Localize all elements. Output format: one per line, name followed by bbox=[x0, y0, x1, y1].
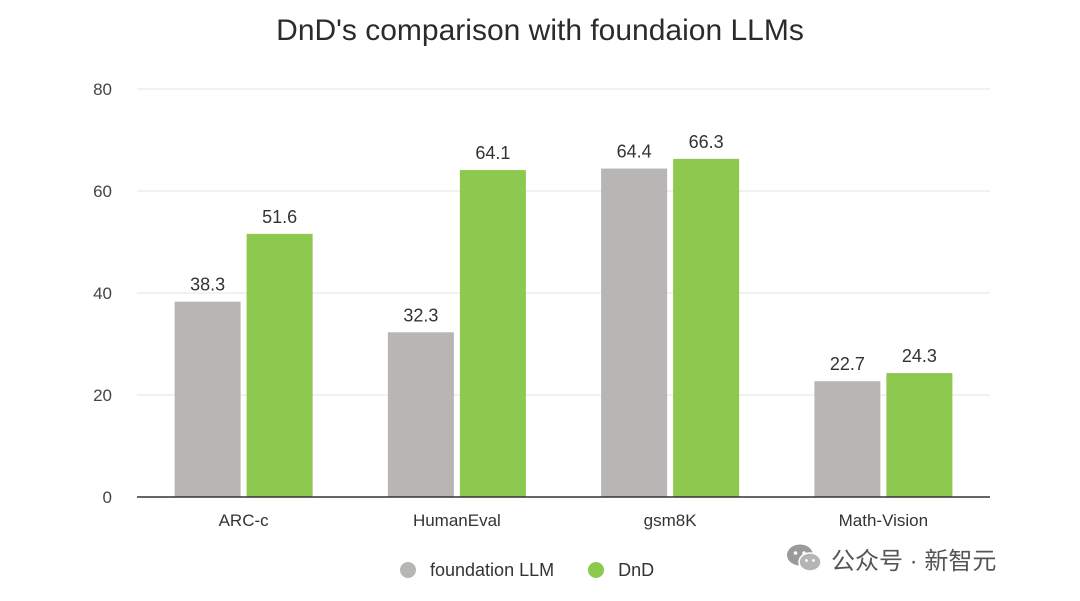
y-tick-label: 0 bbox=[103, 488, 112, 507]
bar bbox=[886, 373, 953, 497]
data-label: 64.4 bbox=[617, 142, 652, 162]
legend-swatch-dnd bbox=[588, 562, 605, 578]
bar bbox=[673, 158, 740, 497]
legend-item-dnd: DnD bbox=[588, 560, 654, 581]
bar bbox=[459, 170, 526, 497]
x-tick-label: gsm8K bbox=[644, 511, 698, 530]
data-label: 38.3 bbox=[190, 275, 225, 295]
legend-swatch-foundation bbox=[400, 562, 416, 578]
chart-title: DnD's comparison with foundaion LLMs bbox=[276, 14, 804, 47]
bar bbox=[814, 381, 881, 497]
legend-label-foundation: foundation LLM bbox=[430, 559, 555, 580]
data-label: 24.3 bbox=[902, 346, 937, 366]
bar bbox=[246, 233, 313, 497]
legend-item-foundation: foundation LLM bbox=[400, 560, 554, 581]
x-tick-label: ARC-c bbox=[219, 511, 270, 530]
data-label: 51.6 bbox=[262, 207, 297, 227]
x-tick-label: HumanEval bbox=[413, 511, 501, 530]
bar bbox=[601, 168, 668, 497]
y-tick-label: 80 bbox=[93, 80, 112, 99]
bar bbox=[174, 301, 241, 497]
legend-label-dnd: DnD bbox=[618, 559, 655, 580]
watermark-text: 公众号 · 新智元 bbox=[831, 547, 997, 575]
data-label: 32.3 bbox=[403, 305, 438, 325]
y-tick-label: 60 bbox=[93, 182, 112, 201]
x-tick-label: Math-Vision bbox=[839, 511, 928, 530]
data-label: 22.7 bbox=[830, 354, 865, 374]
data-label: 64.1 bbox=[475, 143, 510, 163]
bar bbox=[387, 332, 454, 497]
wechat-icon bbox=[787, 544, 822, 572]
y-tick-label: 20 bbox=[93, 386, 112, 405]
data-label: 66.3 bbox=[689, 132, 724, 152]
legend: foundation LLM DnD bbox=[400, 556, 654, 584]
watermark: 公众号 · 新智元 bbox=[785, 541, 996, 575]
y-tick-label: 40 bbox=[93, 284, 112, 303]
